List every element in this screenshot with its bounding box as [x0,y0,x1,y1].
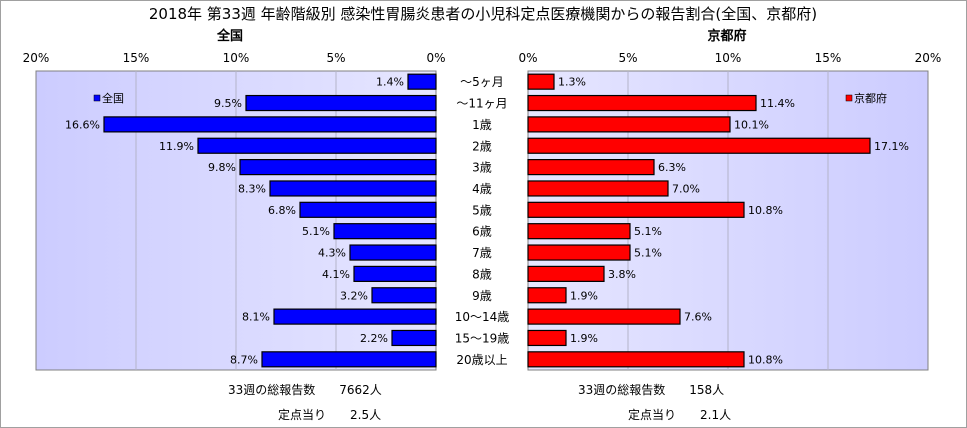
data-label-kyoto: 5.1% [634,247,662,260]
bar-national [391,329,437,347]
legend-label-kyoto: 京都府 [854,91,887,105]
data-label-national: 11.9% [159,140,194,153]
footer-national-per-site: 定点当り 2.5人 [278,408,382,422]
bar-national [299,201,437,218]
bar-national [371,287,437,304]
category-label: 20歳以上 [456,353,507,367]
category-label: 2歳 [472,139,492,153]
tick-label-kyoto: 0% [518,51,537,65]
data-label-national: 5.1% [302,225,330,238]
bar-kyoto [527,201,745,218]
category-label: 5歳 [472,203,492,217]
panel-title-kyoto: 京都府 [707,28,746,44]
bar-national [273,308,437,325]
data-label-kyoto: 5.1% [634,225,662,238]
data-label-national: 1.4% [376,76,404,89]
data-label-national: 8.7% [230,353,258,366]
category-label: ～11ヶ月 [456,97,507,111]
data-label-kyoto: 1.3% [558,76,586,89]
legend-swatch-kyoto [845,94,853,102]
bar-national [269,180,437,197]
data-label-national: 3.2% [340,289,368,302]
bar-national [239,159,437,176]
data-label-kyoto: 7.6% [684,311,712,324]
bar-national [353,265,437,282]
data-label-kyoto: 6.3% [658,161,686,174]
bar-national [349,244,437,261]
data-label-kyoto: 1.9% [570,332,598,345]
footer-kyoto-per-site: 定点当り 2.1人 [628,408,732,422]
data-label-national: 8.3% [238,182,266,195]
tick-label-national: 10% [223,51,250,65]
data-label-kyoto: 17.1% [874,140,909,153]
data-label-national: 4.3% [318,247,346,260]
data-label-kyoto: 11.4% [760,97,795,110]
data-label-kyoto: 10.8% [748,204,783,217]
bar-national [103,116,437,133]
legend-label-national: 全国 [102,91,124,105]
category-label: 7歳 [472,246,492,260]
bar-kyoto [527,180,669,197]
bar-kyoto [527,265,605,282]
legend-national: 全国 [93,91,124,105]
bar-kyoto [527,329,567,347]
bar-kyoto [527,73,555,90]
bar-national [197,137,437,154]
bar-national [333,223,437,240]
tick-label-national: 5% [326,51,345,65]
data-label-kyoto: 10.1% [734,118,769,131]
bar-kyoto [527,223,631,240]
category-label: 6歳 [472,225,492,239]
tick-label-national: 20% [23,51,50,65]
category-label: 8歳 [472,267,492,281]
data-label-national: 4.1% [322,268,350,281]
panel-title-national: 全国 [216,28,243,44]
tick-label-national: 15% [123,51,150,65]
data-label-national: 8.1% [242,311,270,324]
bar-kyoto [527,137,871,154]
category-label: ～5ヶ月 [460,75,504,89]
category-label: 3歳 [472,161,492,175]
legend-kyoto: 京都府 [845,91,887,105]
category-label: 9歳 [472,289,492,303]
bar-kyoto [527,116,731,133]
bar-kyoto [527,351,745,368]
tick-label-kyoto: 15% [815,51,842,65]
tick-label-national: 0% [426,51,445,65]
data-label-national: 9.8% [208,161,236,174]
category-label: 10～14歳 [455,310,510,324]
data-label-national: 16.6% [65,118,100,131]
bar-national [261,351,437,368]
footer-national-total: 33週の総報告数 7662人 [228,383,382,397]
tick-label-kyoto: 5% [618,51,637,65]
data-label-national: 9.5% [214,97,242,110]
category-label: 4歳 [472,182,492,196]
chart-title: 2018年 第33週 年齢階級別 感染性胃腸炎患者の小児科定点医療機関からの報告… [149,5,817,23]
data-label-kyoto: 7.0% [672,182,700,195]
bar-kyoto [527,244,631,261]
bar-national [407,73,437,90]
data-label-national: 6.8% [268,204,296,217]
bar-national [245,94,437,112]
data-label-kyoto: 1.9% [570,289,598,302]
bar-kyoto [527,287,567,304]
category-label: 15～19歳 [455,331,510,345]
data-label-national: 2.2% [360,332,388,345]
bar-kyoto [527,159,655,176]
category-label: 1歳 [472,118,492,132]
tick-label-kyoto: 10% [715,51,742,65]
legend-swatch-national [93,94,101,102]
footer-kyoto-total: 33週の総報告数 158人 [578,383,725,397]
bar-kyoto [527,94,757,112]
data-label-kyoto: 3.8% [608,268,636,281]
data-label-kyoto: 10.8% [748,353,783,366]
bar-kyoto [527,308,681,325]
tick-label-kyoto: 20% [915,51,942,65]
